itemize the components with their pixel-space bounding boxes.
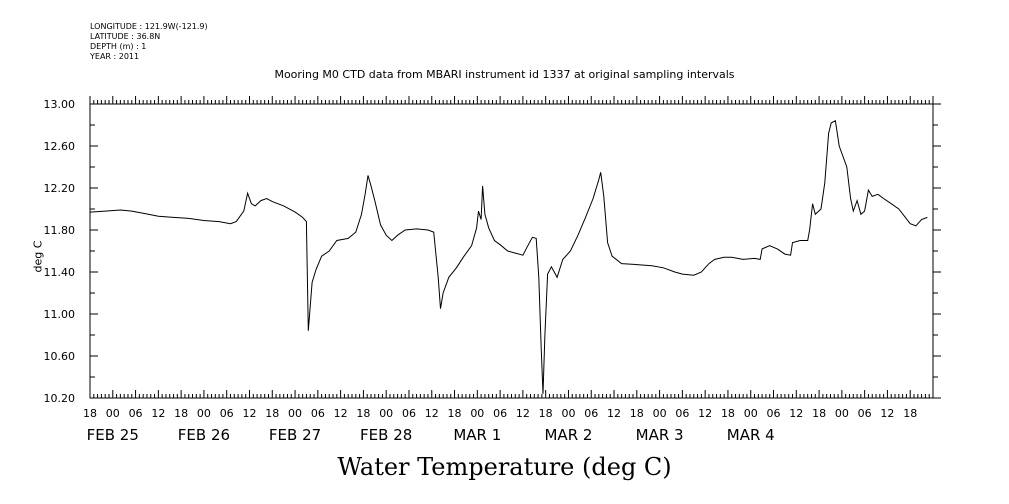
x-hour-label: 12 <box>789 407 803 420</box>
y-tick-label: 10.20 <box>44 392 76 405</box>
y-tick-label: 11.80 <box>44 224 76 237</box>
x-hour-label: 18 <box>174 407 188 420</box>
x-hour-label: 00 <box>835 407 849 420</box>
x-hour-label: 06 <box>584 407 598 420</box>
x-hour-label: 18 <box>812 407 826 420</box>
metadata-block: LONGITUDE : 121.9W(-121.9) LATITUDE : 36… <box>90 22 208 62</box>
x-hour-label: 12 <box>425 407 439 420</box>
x-hour-label: 18 <box>630 407 644 420</box>
x-hour-label: 00 <box>653 407 667 420</box>
x-date-label: MAR 2 <box>544 426 592 444</box>
x-date-label: MAR 4 <box>727 426 775 444</box>
x-hour-label: 06 <box>675 407 689 420</box>
x-hour-label: 06 <box>129 407 143 420</box>
x-date-label: FEB 26 <box>178 426 230 444</box>
chart-title: Mooring M0 CTD data from MBARI instrumen… <box>274 68 735 81</box>
x-hour-label: 06 <box>402 407 416 420</box>
x-hour-label: 12 <box>151 407 165 420</box>
year-label: YEAR : 2011 <box>90 52 140 61</box>
y-tick-label: 12.20 <box>44 182 76 195</box>
x-hour-label: 06 <box>493 407 507 420</box>
x-date-label: MAR 3 <box>636 426 684 444</box>
x-hour-label: 00 <box>379 407 393 420</box>
x-hour-label: 12 <box>334 407 348 420</box>
x-date-label: FEB 25 <box>87 426 139 444</box>
x-hour-label: 06 <box>767 407 781 420</box>
x-hour-label: 18 <box>83 407 97 420</box>
x-hour-label: 00 <box>470 407 484 420</box>
temperature-series-line <box>89 120 928 394</box>
y-tick-label: 13.00 <box>44 98 76 111</box>
y-tick-label: 10.60 <box>44 350 76 363</box>
x-hour-label: 06 <box>858 407 872 420</box>
depth-label: DEPTH (m) : 1 <box>90 42 147 51</box>
x-hour-label: 18 <box>265 407 279 420</box>
plot-frame <box>89 103 934 399</box>
x-hour-label: 18 <box>903 407 917 420</box>
x-hour-label: 18 <box>539 407 553 420</box>
x-hour-label: 00 <box>197 407 211 420</box>
x-hour-label: 12 <box>242 407 256 420</box>
x-hour-label: 12 <box>880 407 894 420</box>
latitude-label: LATITUDE : 36.8N <box>90 32 161 41</box>
x-hour-label: 00 <box>288 407 302 420</box>
x-hour-label: 18 <box>356 407 370 420</box>
x-hour-label: 00 <box>561 407 575 420</box>
x-hour-label: 06 <box>220 407 234 420</box>
x-hour-label: 18 <box>721 407 735 420</box>
x-hour-label: 00 <box>744 407 758 420</box>
x-hour-label: 12 <box>698 407 712 420</box>
x-date-label: FEB 27 <box>269 426 321 444</box>
x-hour-label: 12 <box>607 407 621 420</box>
x-axis-title: Water Temperature (deg C) <box>337 453 672 481</box>
x-hour-label: 12 <box>516 407 530 420</box>
y-tick-label: 11.40 <box>44 266 76 279</box>
x-date-label: FEB 28 <box>360 426 412 444</box>
longitude-label: LONGITUDE : 121.9W(-121.9) <box>90 22 208 31</box>
y-tick-label: 12.60 <box>44 140 76 153</box>
y-tick-label: 11.00 <box>44 308 76 321</box>
x-hour-label: 18 <box>448 407 462 420</box>
x-hour-label: 06 <box>311 407 325 420</box>
x-hour-label: 00 <box>106 407 120 420</box>
x-date-label: MAR 1 <box>453 426 501 444</box>
